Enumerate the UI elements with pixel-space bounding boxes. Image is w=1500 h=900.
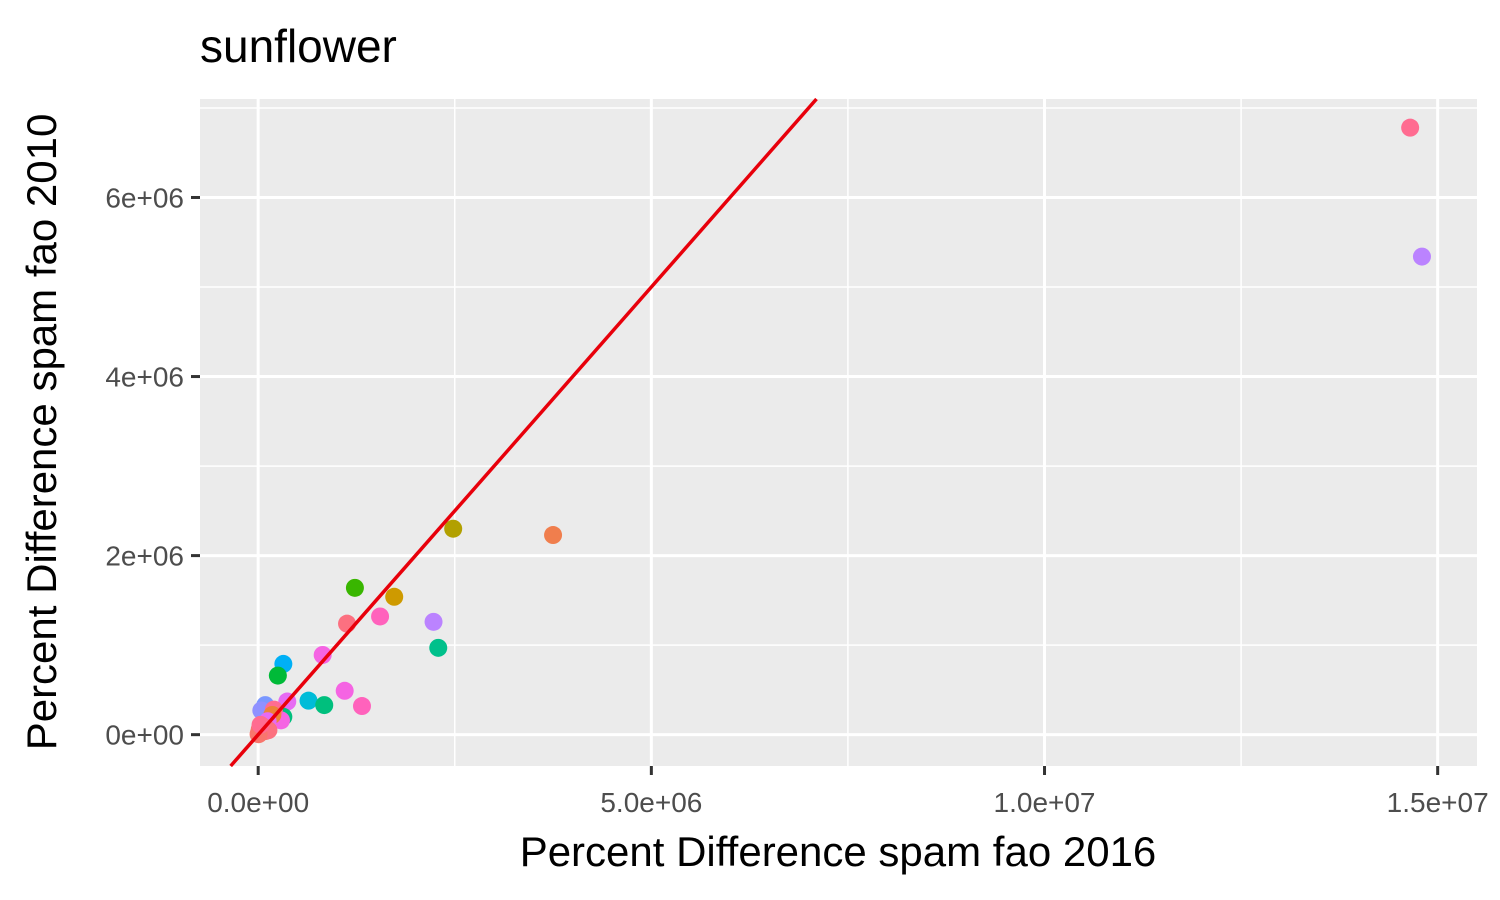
- data-point: [1412, 247, 1431, 266]
- data-point: [429, 638, 448, 657]
- data-point: [1401, 118, 1420, 137]
- data-point: [268, 666, 287, 685]
- data-point: [371, 607, 390, 626]
- y-tick-label: 0e+00: [105, 720, 184, 751]
- data-point: [299, 691, 318, 710]
- plot-panel: [200, 99, 1477, 766]
- data-point: [544, 526, 563, 545]
- chart-title: sunflower: [200, 20, 397, 72]
- data-point: [352, 697, 371, 716]
- y-tick-label: 4e+06: [105, 362, 184, 393]
- y-axis-label: Percent Difference spam fao 2010: [18, 114, 65, 751]
- data-point: [335, 681, 354, 700]
- x-tick-label: 1.0e+07: [994, 787, 1096, 818]
- reference-line-group: [229, 97, 818, 768]
- reference-line: [229, 97, 818, 768]
- x-axis: 0.0e+00 5.0e+06 1.0e+07 1.5e+07: [207, 766, 1489, 818]
- data-point: [424, 612, 443, 631]
- data-point: [338, 614, 357, 633]
- x-tick-label: 1.5e+07: [1387, 787, 1489, 818]
- y-tick-label: 2e+06: [105, 541, 184, 572]
- y-tick-label: 6e+06: [105, 182, 184, 213]
- x-axis-label: Percent Difference spam fao 2016: [520, 828, 1157, 875]
- data-point: [313, 645, 332, 664]
- data-point: [444, 519, 463, 538]
- x-tick-label: 0.0e+00: [207, 787, 309, 818]
- major-gridlines: [200, 99, 1477, 766]
- y-axis: 0e+00 2e+06 4e+06 6e+06: [105, 182, 200, 751]
- x-tick-label: 5.0e+06: [600, 787, 702, 818]
- data-point: [345, 578, 364, 597]
- minor-gridlines: [200, 99, 1477, 766]
- data-point: [315, 696, 334, 715]
- data-point: [385, 587, 404, 606]
